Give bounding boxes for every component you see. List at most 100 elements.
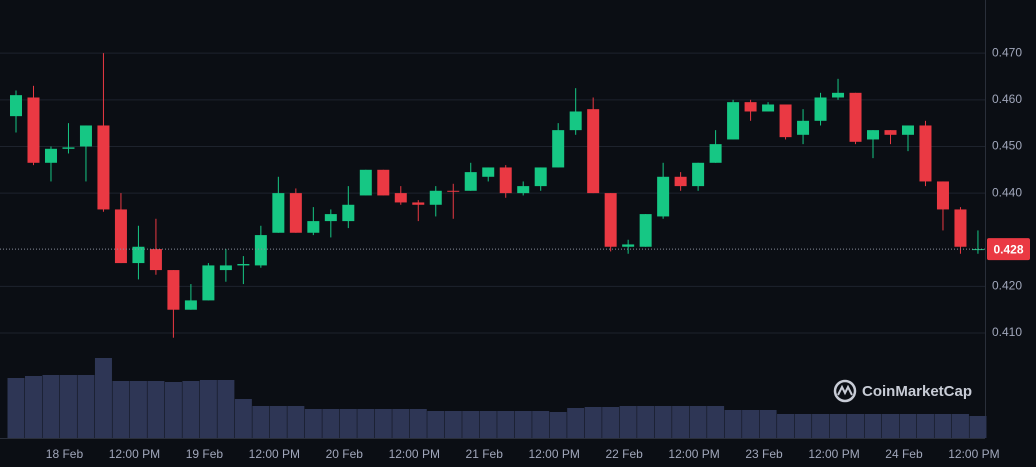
candle-body <box>219 265 232 271</box>
candle-body <box>954 209 967 247</box>
y-tick-label: 0.470 <box>992 45 1022 59</box>
volume-bar <box>427 411 445 438</box>
volume-bar <box>129 381 147 438</box>
watermark: CoinMarketCap <box>833 379 972 403</box>
volume-bar <box>759 410 777 438</box>
volume-bar <box>584 407 602 438</box>
x-tick-label: 18 Feb <box>46 447 84 461</box>
volume-bar <box>42 375 60 438</box>
candle-body <box>359 169 372 196</box>
y-tick-label: 0.460 <box>992 92 1022 106</box>
volume-bar <box>322 409 340 438</box>
x-tick-label: 12:00 PM <box>808 447 859 461</box>
volume-bar <box>567 408 585 438</box>
volume-bar <box>969 416 987 438</box>
candle-body <box>884 130 897 135</box>
x-tick-label: 23 Feb <box>745 447 783 461</box>
volume-bar <box>742 410 760 438</box>
candle-body <box>692 162 705 187</box>
volume-bar <box>864 414 882 438</box>
candle-body <box>499 167 512 194</box>
candle-body <box>114 209 127 264</box>
volume-bar <box>812 414 830 438</box>
watermark-text: CoinMarketCap <box>862 383 972 400</box>
candle-body <box>447 190 460 192</box>
volume-bar <box>199 380 217 438</box>
volume-bar <box>444 411 462 438</box>
candle-body <box>307 221 320 233</box>
volume-bar <box>707 406 725 438</box>
candle-body <box>709 144 722 163</box>
candle-body <box>289 193 302 233</box>
volume-bar <box>234 399 252 438</box>
volume-bar <box>24 376 42 438</box>
candle-body <box>639 214 652 247</box>
last-price-box <box>987 238 1030 261</box>
x-tick-label: 22 Feb <box>605 447 643 461</box>
candle-body <box>10 95 22 117</box>
candle-body <box>814 97 827 121</box>
volume-bar <box>217 380 235 438</box>
volume-bar <box>672 406 690 438</box>
x-tick-label: 19 Feb <box>186 447 224 461</box>
x-tick-label: 12:00 PM <box>668 447 719 461</box>
volume-bar <box>409 409 427 438</box>
candle-body <box>202 265 215 301</box>
candle-body <box>184 300 197 310</box>
candle-body <box>569 111 582 131</box>
volume-bar <box>689 406 707 438</box>
candle-body <box>412 202 425 205</box>
candle-body <box>797 120 810 135</box>
y-tick-label: 0.440 <box>992 185 1022 199</box>
volume-bar <box>339 409 357 438</box>
x-tick-label: 12:00 PM <box>249 447 300 461</box>
volume-bar <box>619 406 637 438</box>
candle-body <box>167 270 180 310</box>
volume-bar <box>916 414 934 438</box>
volume-bar <box>899 414 917 438</box>
volume-bar <box>934 414 952 438</box>
volume-bar <box>252 406 270 438</box>
volume-bar <box>462 411 480 438</box>
candle-body <box>324 214 337 222</box>
volume-bar <box>374 409 392 438</box>
candle-body <box>272 193 285 233</box>
candle-body <box>867 130 880 140</box>
x-tick-label: 20 Feb <box>326 447 364 461</box>
volume-bar <box>147 381 165 438</box>
volume-bar <box>532 411 550 438</box>
volume-bar <box>392 409 410 438</box>
volume-bar <box>882 414 899 438</box>
volume-bar <box>514 411 532 438</box>
candle-body <box>832 92 845 98</box>
volume-bar <box>269 406 287 438</box>
volume-bar <box>724 410 742 438</box>
candle-body <box>149 249 162 271</box>
candle-body <box>534 167 547 187</box>
candle-body <box>394 193 407 203</box>
y-tick-label: 0.410 <box>992 325 1022 339</box>
candle-body <box>587 109 600 194</box>
candle-body <box>237 264 250 266</box>
volume-bar <box>829 414 847 438</box>
candle-body <box>44 148 57 163</box>
x-tick-label: 24 Feb <box>885 447 923 461</box>
candle-body <box>622 244 635 247</box>
volume-bar <box>287 406 305 438</box>
candle-body <box>552 130 565 168</box>
candle-body <box>377 169 390 196</box>
x-tick-label: 12:00 PM <box>389 447 440 461</box>
volume-bar <box>7 378 25 438</box>
candle-body <box>342 204 355 222</box>
volume-bar <box>497 411 515 438</box>
volume-bar <box>164 382 182 438</box>
candle-body <box>464 172 477 191</box>
volume-bar <box>777 414 795 438</box>
candle-body <box>482 167 495 177</box>
last-price-label: 0.428 <box>993 242 1023 256</box>
candle-body <box>604 193 617 247</box>
x-tick-label: 12:00 PM <box>529 447 580 461</box>
candle-body <box>657 176 670 217</box>
y-tick-label: 0.420 <box>992 279 1022 293</box>
x-tick-label: 12:00 PM <box>109 447 160 461</box>
